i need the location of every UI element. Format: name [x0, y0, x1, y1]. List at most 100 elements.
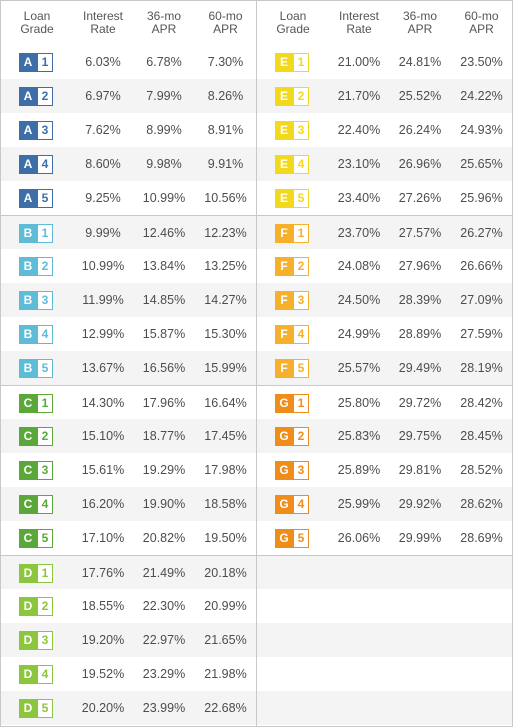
apr-36mo-cell: 19.29%: [142, 463, 186, 477]
header-36mo-apr: 36-mo APR: [133, 10, 195, 36]
apr-36mo-cell: 29.72%: [398, 396, 442, 410]
header-loan-grade-line2: Grade: [20, 22, 54, 36]
table-header: Loan Grade Interest Rate 36-mo APR 60-mo APR: [1, 1, 256, 45]
interest-rate-cell: 7.62%: [85, 123, 121, 137]
grade-letter: F: [275, 359, 293, 378]
grade-letter: B: [19, 325, 37, 344]
interest-rate-cell: 25.83%: [337, 429, 381, 443]
apr-60mo-cell: 20.18%: [204, 566, 247, 580]
grade-letter: E: [275, 53, 293, 72]
interest-rate-cell: 26.06%: [337, 531, 381, 545]
interest-rate-cell: 15.61%: [81, 463, 125, 477]
apr-36mo-cell: 22.30%: [142, 599, 186, 613]
table-row: A 4 8.60% 9.98% 9.91%: [1, 147, 256, 181]
grade-letter: A: [19, 189, 37, 208]
grade-number: 4: [37, 665, 53, 684]
apr-60mo-cell: 15.30%: [204, 327, 247, 341]
grade-letter: C: [19, 495, 37, 514]
grade-number: 2: [293, 87, 309, 106]
table-row: E 1 21.00% 24.81% 23.50%: [257, 45, 512, 79]
apr-36mo-cell: 23.99%: [142, 701, 186, 715]
table-row: C 2 15.10% 18.77% 17.45%: [1, 419, 256, 453]
grade-number: 4: [37, 325, 53, 344]
table-row: D 1 17.76% 21.49% 20.18%: [1, 555, 256, 589]
grade-letter: E: [275, 155, 293, 174]
grade-number: 5: [37, 189, 53, 208]
interest-rate-cell: 14.30%: [81, 396, 125, 410]
grade-number: 1: [293, 53, 309, 72]
table-row: G 4 25.99% 29.92% 28.62%: [257, 487, 512, 521]
header-loan-grade-line2: Grade: [276, 22, 310, 36]
apr-36mo-cell: 10.99%: [142, 191, 186, 205]
empty-row: [257, 555, 512, 589]
interest-rate-cell: 23.70%: [337, 226, 381, 240]
apr-60mo-cell: 28.69%: [460, 531, 503, 545]
apr-36mo-cell: 18.77%: [142, 429, 186, 443]
grade-number: 3: [37, 291, 53, 310]
table-row: E 3 22.40% 26.24% 24.93%: [257, 113, 512, 147]
header-60mo-apr: 60-mo APR: [195, 10, 256, 36]
empty-row: [257, 691, 512, 725]
header-interest-rate: Interest Rate: [73, 10, 133, 36]
interest-rate-cell: 19.20%: [81, 633, 125, 647]
apr-60mo-cell: 8.26%: [207, 89, 244, 103]
interest-rate-cell: 22.40%: [337, 123, 381, 137]
apr-36mo-cell: 16.56%: [142, 361, 186, 375]
table-row: G 3 25.89% 29.81% 28.52%: [257, 453, 512, 487]
table-row: B 3 11.99% 14.85% 14.27%: [1, 283, 256, 317]
apr-60mo-cell: 25.65%: [460, 157, 503, 171]
apr-60mo-cell: 22.68%: [204, 701, 247, 715]
apr-36mo-cell: 29.49%: [398, 361, 442, 375]
grade-number: 5: [293, 189, 309, 208]
interest-rate-cell: 17.10%: [81, 531, 125, 545]
apr-36mo-cell: 29.75%: [398, 429, 442, 443]
header-36mo-apr-line1: 36-mo: [402, 9, 437, 23]
apr-60mo-cell: 24.93%: [460, 123, 503, 137]
header-loan-grade-line1: Loan: [23, 9, 51, 23]
grade-number: 5: [37, 529, 53, 548]
grade-number: 4: [293, 155, 309, 174]
grade-letter: G: [275, 495, 293, 514]
grade-letter: D: [19, 631, 37, 650]
grade-letter: A: [19, 121, 37, 140]
grade-number: 4: [293, 325, 309, 344]
apr-60mo-cell: 14.27%: [204, 293, 247, 307]
interest-rate-cell: 23.10%: [337, 157, 381, 171]
header-loan-grade-line1: Loan: [279, 9, 307, 23]
grade-letter: D: [19, 699, 37, 718]
table-row: E 4 23.10% 26.96% 25.65%: [257, 147, 512, 181]
interest-rate-cell: 10.99%: [81, 259, 125, 273]
grade-letter: F: [275, 257, 293, 276]
apr-36mo-cell: 25.52%: [398, 89, 442, 103]
apr-60mo-cell: 25.96%: [460, 191, 503, 205]
interest-rate-cell: 24.50%: [337, 293, 381, 307]
interest-rate-cell: 21.00%: [337, 55, 381, 69]
table-row: A 2 6.97% 7.99% 8.26%: [1, 79, 256, 113]
apr-36mo-cell: 29.81%: [398, 463, 442, 477]
interest-rate-cell: 13.67%: [81, 361, 125, 375]
grade-number: 2: [37, 427, 53, 446]
grade-number: 3: [293, 291, 309, 310]
